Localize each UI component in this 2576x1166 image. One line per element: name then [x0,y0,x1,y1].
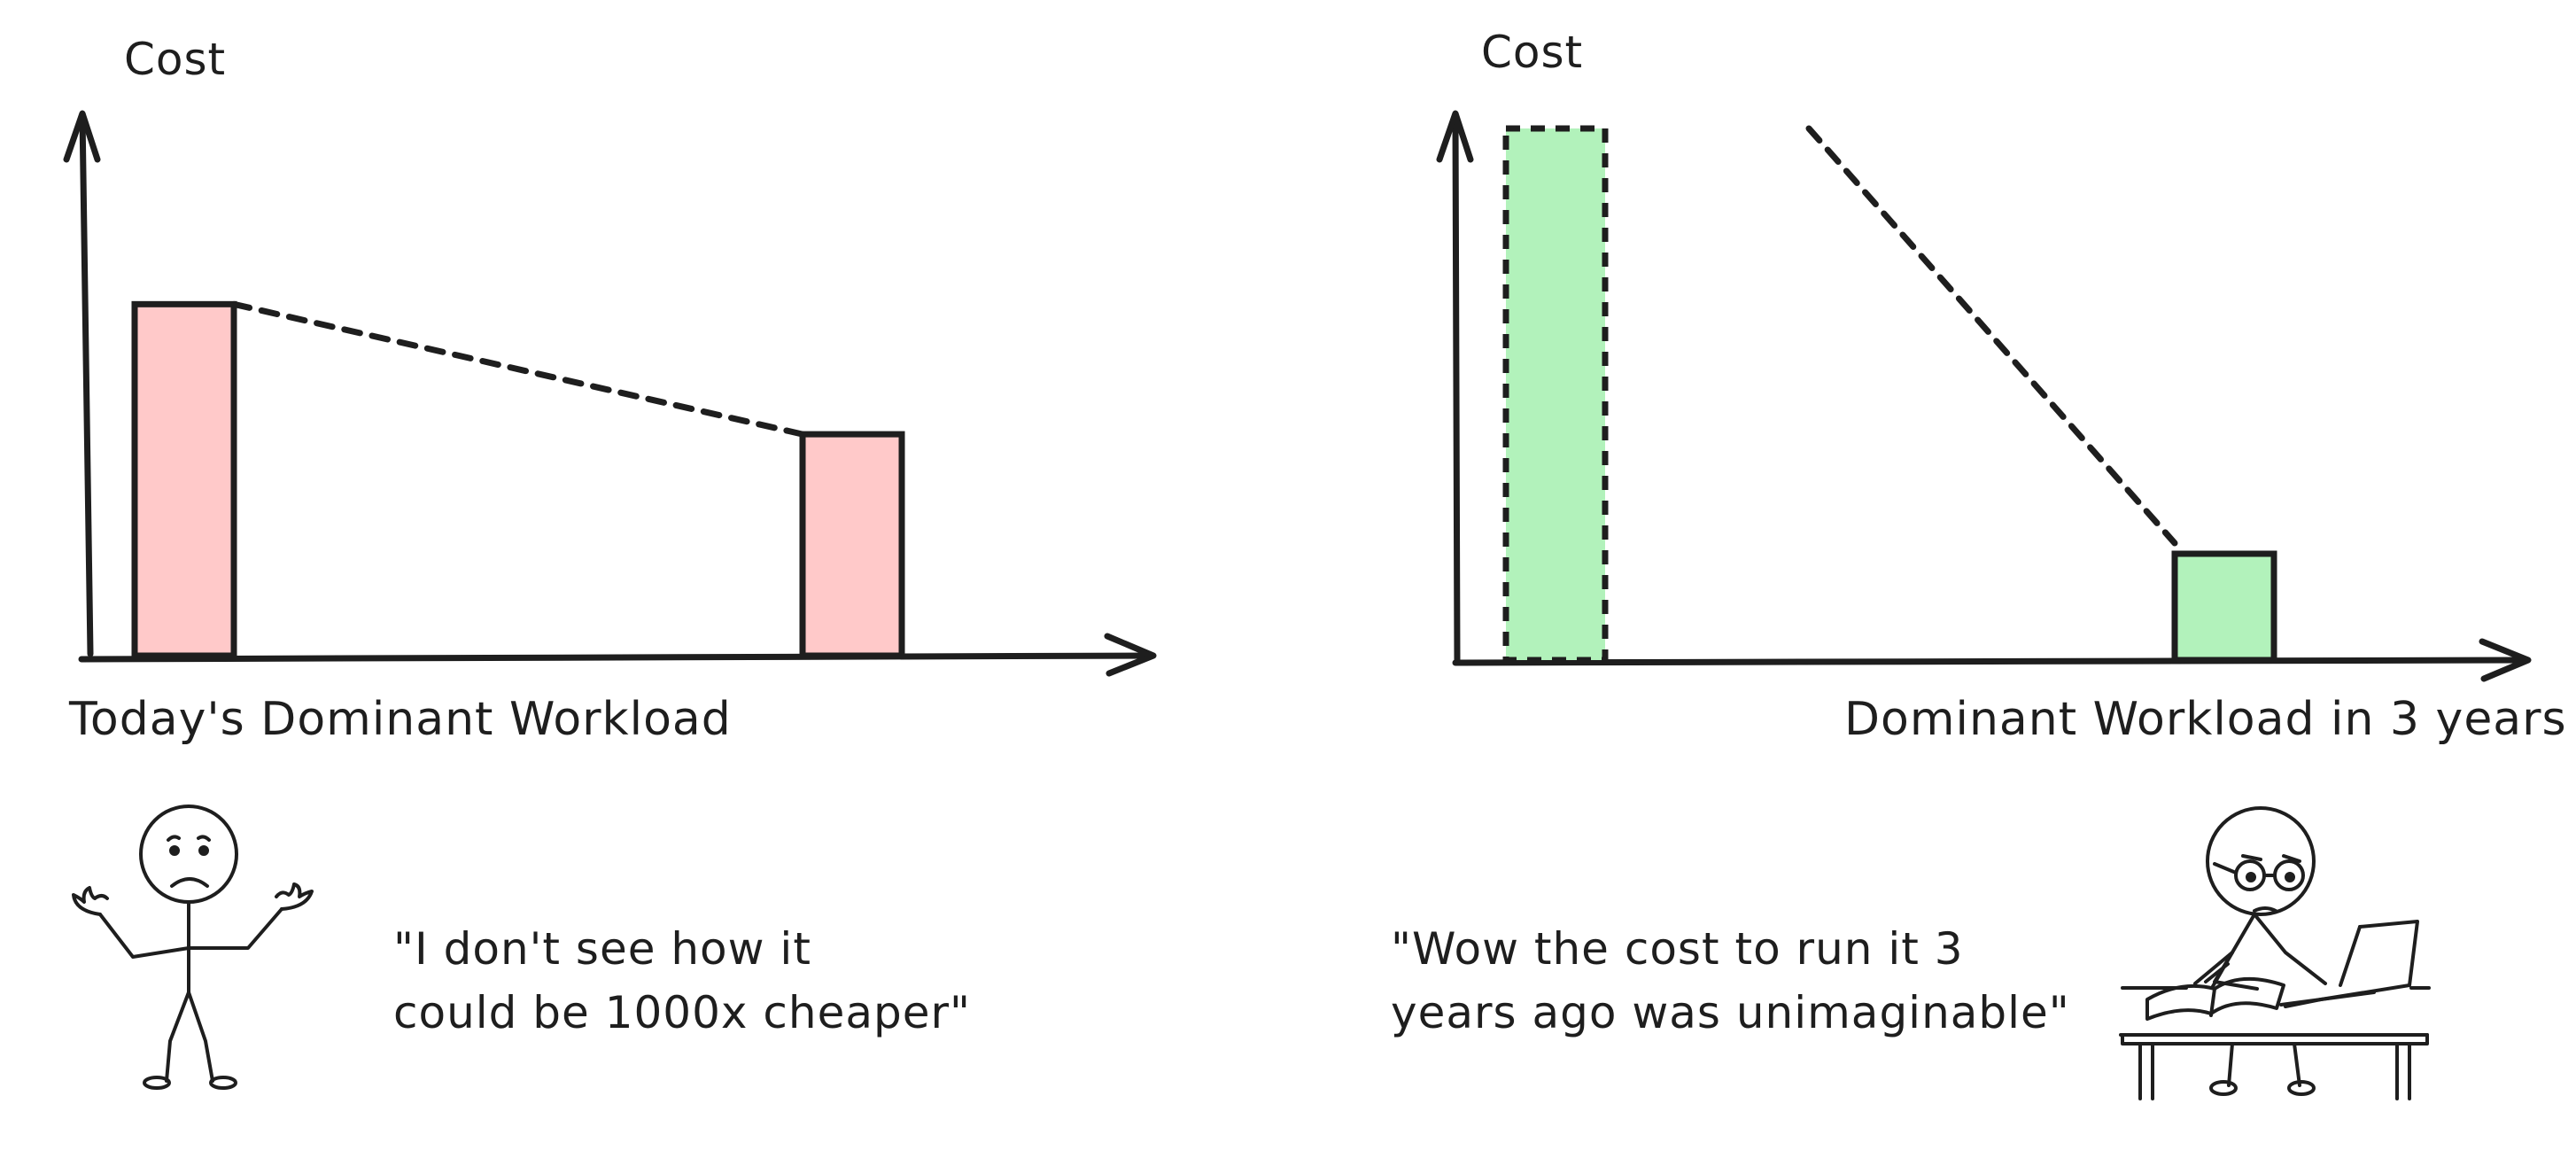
left-quote-line-1: "I don't see how it [393,923,811,975]
left-x-axis-label: Today's Dominant Workload [69,693,732,746]
left-quote: "I don't see how it could be 1000x cheap… [393,917,971,1045]
right-x-axis-label: Dominant Workload in 3 years [1844,693,2567,746]
right-bar-1 [1502,125,1609,664]
left-bar-2 [799,431,905,659]
left-quote-line-2: could be 1000x cheaper" [393,987,972,1038]
left-chart [63,110,1157,677]
left-x-axis [78,633,1157,677]
left-y-axis [63,110,101,657]
right-x-axis [1452,638,2532,682]
left-y-axis-label: Cost [124,34,227,85]
right-quote-line-2: years ago was unimaginable" [1391,987,2070,1038]
right-y-axis-label: Cost [1481,27,1584,78]
right-quote: "Wow the cost to run it 3 years ago was … [1391,917,2070,1045]
right-y-axis [1436,110,1474,666]
left-dashed-connector [230,300,806,438]
left-bar-1 [131,300,237,659]
right-dashed-connector [1805,125,2178,547]
right-bar-2 [2171,550,2277,664]
right-quote-line-1: "Wow the cost to run it 3 [1391,923,1964,975]
stick-figure-at-laptop-icon [2119,806,2431,1100]
right-chart [1436,110,2532,682]
confused-stick-figure-icon [72,805,314,1090]
